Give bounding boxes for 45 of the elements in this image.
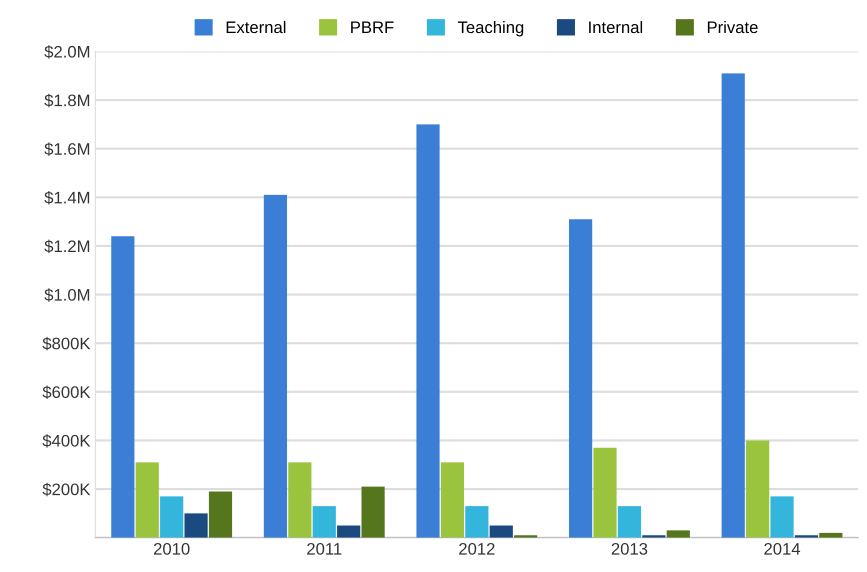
y-tick-label: $400K: [42, 434, 90, 448]
legend-label: Internal: [589, 20, 642, 34]
bar: [160, 496, 184, 538]
bar: [440, 462, 464, 538]
bar: [288, 462, 312, 538]
y-tick-label: $1.2M: [44, 240, 90, 254]
x-tick-label: 2010: [154, 542, 190, 555]
y-tick-label: $600K: [42, 386, 90, 400]
y-tick-label: $2.0M: [44, 45, 90, 59]
bar: [490, 526, 513, 538]
y-tick-label: $1.8M: [44, 94, 90, 108]
bar: [264, 194, 288, 538]
bar: [312, 506, 336, 538]
bar: [819, 532, 842, 538]
bar: [184, 513, 208, 538]
legend-label: Private: [708, 20, 758, 34]
bar: [337, 526, 360, 538]
bar: [208, 491, 232, 538]
bar: [111, 236, 134, 538]
x-tick-label: 2013: [612, 542, 648, 555]
legend-label: External: [226, 20, 286, 34]
bar: [136, 462, 159, 538]
bar: [618, 506, 642, 538]
bar: [722, 73, 745, 538]
y-tick-label: $200K: [42, 482, 90, 496]
bar: [569, 219, 592, 538]
x-tick-label: 2011: [307, 542, 342, 555]
x-tick-label: 2014: [764, 542, 800, 555]
bar: [361, 486, 385, 538]
bar: [770, 496, 794, 538]
y-tick-label: $1.6M: [44, 142, 90, 156]
bar: [593, 448, 617, 538]
bar: [514, 535, 538, 538]
bar: [416, 124, 440, 538]
bar: [746, 440, 770, 538]
y-tick-label: $1.0M: [44, 288, 90, 302]
legend-label: Teaching: [458, 20, 524, 36]
legend-label: PBRF: [351, 22, 394, 34]
y-tick-label: $800K: [42, 336, 90, 350]
bar: [465, 506, 488, 538]
bar: [642, 535, 666, 538]
y-tick-label: $1.4M: [44, 191, 90, 205]
x-tick-label: 2012: [459, 542, 495, 555]
bar: [666, 530, 690, 538]
bar: [794, 535, 818, 538]
